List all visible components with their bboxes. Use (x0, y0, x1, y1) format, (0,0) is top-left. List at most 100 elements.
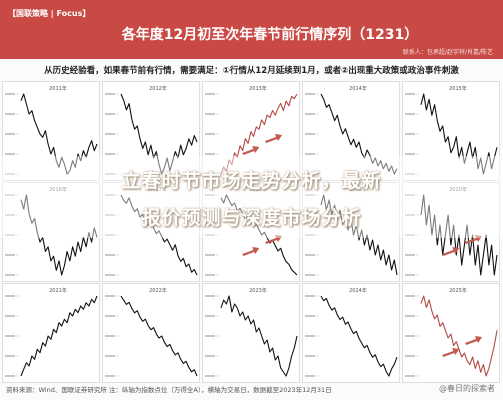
y-tick-label (105, 113, 115, 115)
mini-chart-title: 2015年 (449, 85, 467, 92)
mini-chart: 2024年 (302, 283, 400, 383)
y-tick-label (105, 153, 115, 155)
mini-chart-title: 2011年 (49, 85, 67, 92)
report-header: 【国联策略 | Focus】 各年度12月初至次年春节前行情序列（1231） 联… (0, 0, 503, 59)
y-tick-label (105, 234, 115, 236)
series-line (20, 295, 98, 377)
mini-chart: 2019年 (302, 182, 400, 282)
y-tick-label (305, 315, 315, 317)
y-tick-label (405, 375, 415, 377)
mini-chart-title: 2024年 (349, 287, 367, 294)
y-tick-label (305, 93, 315, 95)
y-tick-label (305, 295, 315, 297)
y-tick-label (105, 93, 115, 95)
mini-chart-svg: 2019年 (305, 186, 398, 276)
mini-chart: 2016年 (2, 182, 100, 282)
y-tick-label (405, 113, 415, 115)
mini-chart-svg: 2015年 (405, 85, 498, 175)
source-note: 资料来源：Wind、国联证券研究所 注：纵轴为指数点位（万得全A），横轴为交易日… (6, 386, 332, 394)
y-tick-label (5, 214, 15, 216)
y-tick-label (305, 113, 315, 115)
y-tick-label (5, 355, 15, 357)
y-tick-label (105, 194, 115, 196)
mini-chart: 2021年 (2, 283, 100, 383)
y-tick-label (205, 173, 215, 175)
series-line (420, 194, 498, 276)
mini-chart-svg: 2023年 (205, 287, 298, 377)
y-tick-label (205, 355, 215, 357)
series-line (120, 194, 198, 276)
y-tick-label (105, 133, 115, 135)
y-tick-label (405, 173, 415, 175)
mini-chart-svg: 2013年 (205, 85, 298, 175)
y-tick-label (105, 355, 115, 357)
y-tick-label (405, 214, 415, 216)
y-tick-label (305, 194, 315, 196)
chart-grid: 2011年 2012年 2013年 2014年 2015年 2016年 2017年 2018年… (2, 81, 501, 383)
y-tick-label (5, 315, 15, 317)
y-tick-label (105, 173, 115, 175)
series-line (120, 295, 198, 377)
y-tick-label (405, 133, 415, 135)
trend-arrow (465, 336, 483, 345)
y-tick-label (5, 173, 15, 175)
y-tick-label (5, 234, 15, 236)
y-tick-label (105, 274, 115, 276)
y-tick-label (205, 93, 215, 95)
mini-chart-svg: 2020年 (405, 186, 498, 276)
mini-chart-title: 2014年 (349, 85, 367, 92)
mini-chart-svg: 2016年 (5, 186, 98, 276)
y-tick-label (405, 315, 415, 317)
y-tick-label (405, 153, 415, 155)
mini-chart-title: 2023年 (249, 287, 267, 294)
y-tick-label (5, 113, 15, 115)
y-tick-label (205, 375, 215, 377)
y-tick-label (305, 153, 315, 155)
overlay-band (0, 156, 503, 238)
mini-chart-svg: 2025年 (405, 287, 498, 377)
contact-line: 联系人：包承超/赵宇祥/肖嘉/陈艺 (402, 49, 493, 56)
series-line (20, 93, 98, 175)
y-tick-label (405, 234, 415, 236)
y-tick-label (5, 153, 15, 155)
y-tick-label (105, 315, 115, 317)
mini-chart: 2013年 (202, 81, 300, 181)
y-tick-label (405, 93, 415, 95)
y-tick-label (205, 194, 215, 196)
mini-chart-svg: 2017年 (105, 186, 198, 276)
mini-chart-svg: 2011年 (5, 85, 98, 175)
y-tick-label (305, 274, 315, 276)
series-line (220, 295, 298, 377)
y-tick-label (305, 173, 315, 175)
mini-chart-title: 2012年 (149, 85, 167, 92)
y-tick-label (205, 315, 215, 317)
y-tick-label (205, 113, 215, 115)
mini-chart-title: 2019年 (349, 186, 367, 193)
y-tick-label (105, 254, 115, 256)
series-line (120, 93, 198, 175)
mini-chart: 2020年 (402, 182, 500, 282)
y-tick-label (205, 254, 215, 256)
y-tick-label (205, 335, 215, 337)
y-tick-label (5, 194, 15, 196)
series-line (220, 93, 298, 175)
mini-chart: 2017年 (102, 182, 200, 282)
y-tick-label (405, 254, 415, 256)
y-tick-label (305, 254, 315, 256)
mini-chart: 2011年 (2, 81, 100, 181)
mini-chart: 2022年 (102, 283, 200, 383)
y-tick-label (405, 274, 415, 276)
trend-arrow (265, 235, 283, 244)
y-tick-label (405, 335, 415, 337)
trend-arrow (465, 235, 483, 244)
trend-arrow (442, 247, 460, 256)
series-line (320, 295, 398, 377)
mini-chart-svg: 2024年 (305, 287, 398, 377)
y-tick-label (105, 214, 115, 216)
y-tick-label (305, 335, 315, 337)
mini-chart-title: 2020年 (449, 186, 467, 193)
mini-chart-title: 2018年 (249, 186, 267, 193)
trend-arrow (242, 247, 260, 256)
mini-chart-svg: 2022年 (105, 287, 198, 377)
